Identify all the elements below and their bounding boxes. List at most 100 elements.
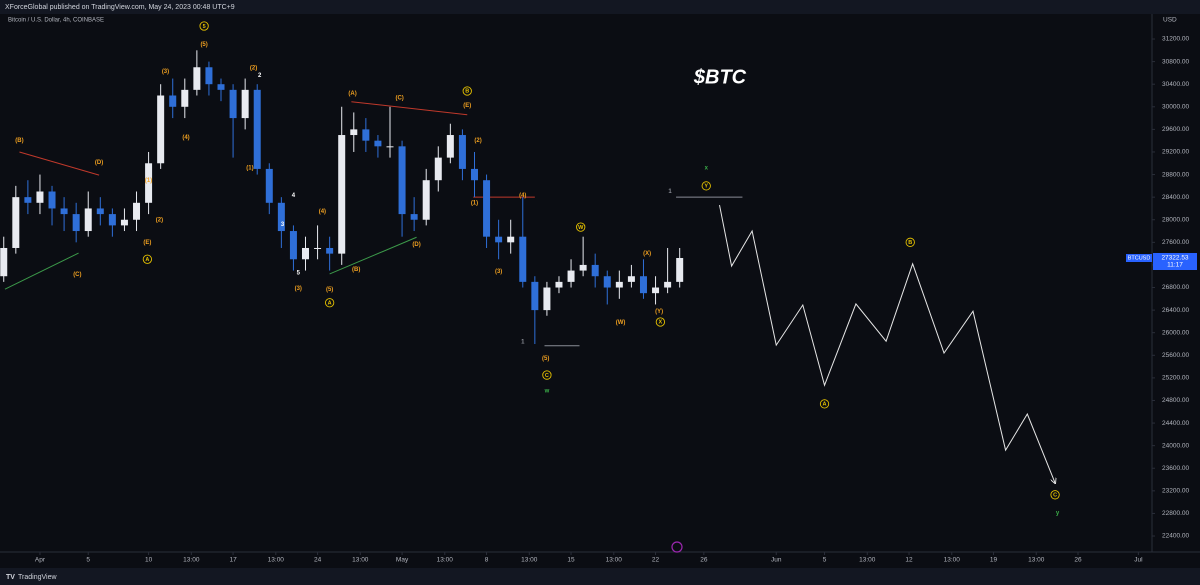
candle-body <box>265 168 273 203</box>
candle-body <box>579 264 587 271</box>
footer-bar <box>0 568 1200 585</box>
wave-label: (4) <box>182 135 189 141</box>
y-tick-label: 30400.00 <box>1162 81 1189 88</box>
wave-circle <box>576 222 586 232</box>
y-tick-label: 30000.00 <box>1162 104 1189 111</box>
x-tick-label: Jul <box>1134 557 1143 564</box>
candle-body <box>676 258 684 282</box>
wave-label: X <box>659 320 663 326</box>
event-icon <box>671 541 683 553</box>
candle-body <box>664 281 672 288</box>
candle-body <box>24 197 32 203</box>
wave-label: (3) <box>495 269 502 275</box>
wave-label: (C) <box>395 96 403 102</box>
x-tick-label: 5 <box>86 557 90 564</box>
candle-body <box>543 287 551 311</box>
chart-title: $BTC <box>693 66 747 88</box>
y-tick-label: 26400.00 <box>1162 307 1189 314</box>
wave-label: y <box>1056 511 1060 517</box>
candle-body <box>374 140 382 147</box>
symbol-tag-text: BTCUSD <box>1128 255 1151 261</box>
x-tick-label: 8 <box>485 557 489 564</box>
wave-label: 4 <box>292 193 296 199</box>
candle-body <box>639 276 647 294</box>
wave-circle <box>819 399 830 409</box>
wave-label: Y <box>704 184 708 190</box>
wave-label: (A) <box>348 91 356 97</box>
symbol-tag <box>1126 254 1152 263</box>
wave-label: (2) <box>250 66 257 72</box>
price-tag <box>1153 253 1197 271</box>
candle-body <box>386 146 394 148</box>
x-tick-label: 13:00 <box>268 557 285 564</box>
x-tick-label: 13:00 <box>606 557 623 564</box>
candle-body <box>0 247 8 277</box>
candle-body <box>458 135 466 169</box>
symbol: Bitcoin / U.S. Dollar, 4h, COINBASE <box>8 18 104 24</box>
wave-label: 5 <box>203 24 206 30</box>
y-tick-label: 25200.00 <box>1162 375 1189 382</box>
y-tick-label: 26000.00 <box>1162 329 1189 336</box>
candle-body <box>84 208 92 232</box>
candle-body <box>398 146 406 215</box>
candle-body <box>289 231 297 260</box>
wave-label: 5 <box>297 271 301 277</box>
candle-body <box>169 95 177 107</box>
x-tick-label: 13:00 <box>859 557 876 564</box>
wave-label: C <box>1053 493 1057 499</box>
candle-body <box>181 89 189 107</box>
candle-body <box>483 180 491 237</box>
x-tick-label: 12 <box>905 557 913 564</box>
y-tick-label: 25600.00 <box>1162 352 1189 359</box>
wave-label: (4) <box>319 209 326 215</box>
logo-mark: TV <box>6 574 15 581</box>
x-tick-label: 5 <box>823 557 827 564</box>
candle-body <box>495 236 503 243</box>
y-tick-label: 31200.00 <box>1162 36 1189 43</box>
candle-body <box>36 191 44 203</box>
candle-body <box>193 67 201 90</box>
y-tick-label: 26800.00 <box>1162 284 1189 291</box>
candle-body <box>422 180 430 220</box>
wave-label: A <box>145 257 149 263</box>
wave-label: (3) <box>295 286 302 292</box>
wave-label: (E) <box>463 103 471 109</box>
wave-label: (Y) <box>655 309 663 315</box>
candle-body <box>157 95 165 164</box>
x-tick-label: 19 <box>990 557 998 564</box>
wave-label: (1) <box>145 178 152 184</box>
wave-label: (3) <box>162 69 169 75</box>
candle-body <box>60 208 68 215</box>
candle-body <box>145 163 153 203</box>
wave-circle <box>142 254 153 264</box>
candle-body <box>229 89 237 119</box>
y-tick-label: 30800.00 <box>1162 58 1189 65</box>
x-tick-label: 22 <box>652 557 660 564</box>
candle-body <box>302 247 310 260</box>
y-tick-label: 22800.00 <box>1162 510 1189 517</box>
candle-body <box>108 214 116 226</box>
candle-body <box>603 276 611 288</box>
wave-label: 1 <box>668 189 672 195</box>
x-tick-label: 13:00 <box>352 557 369 564</box>
y-tick-label: 24800.00 <box>1162 397 1189 404</box>
candle-body <box>555 281 563 288</box>
candle-body <box>615 281 623 288</box>
y-tick-label: 24000.00 <box>1162 442 1189 449</box>
wave-label: (C) <box>73 272 81 278</box>
candle-body <box>591 264 599 277</box>
candle-body <box>627 276 635 282</box>
wave-label: (B) <box>15 138 23 144</box>
wave-label: w <box>544 389 550 395</box>
wave-circle <box>324 298 335 308</box>
y-tick-label: 28800.00 <box>1162 171 1189 178</box>
x-tick-label: 24 <box>314 557 322 564</box>
price-tag-value: 27322.53 <box>1161 255 1188 262</box>
candle-body <box>48 191 56 209</box>
wave-circle <box>701 181 711 191</box>
wave-label: 2 <box>258 73 262 79</box>
x-tick-label: 13:00 <box>944 557 961 564</box>
candle-body <box>217 84 225 90</box>
